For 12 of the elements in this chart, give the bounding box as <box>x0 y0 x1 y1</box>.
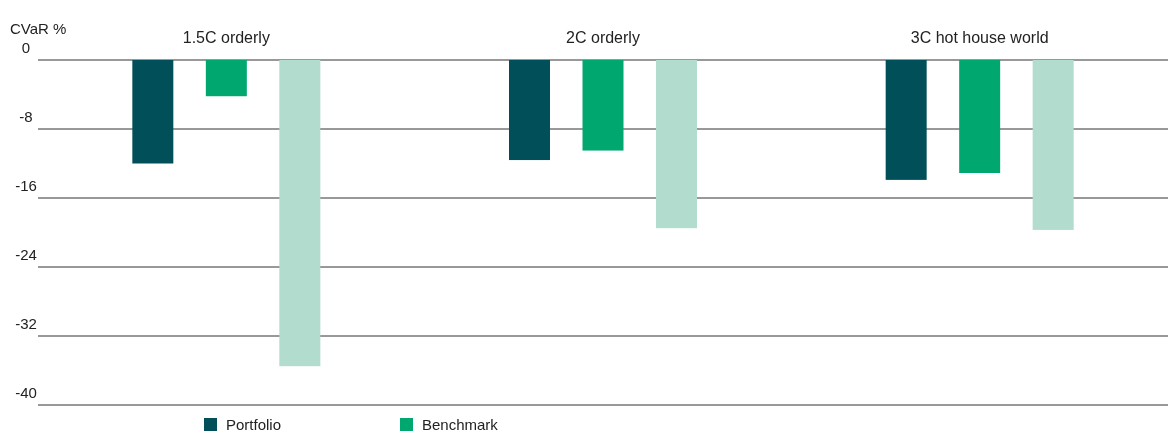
legend-label: Portfolio <box>226 416 282 433</box>
y-tick-label: -16 <box>15 177 37 194</box>
y-axis-title: CVaR % <box>10 20 67 37</box>
y-tick-label: 0 <box>21 39 31 56</box>
y-tick-label: -32 <box>15 315 37 332</box>
legend-label: Benchmark <box>422 416 499 433</box>
x-tick-label: 2C orderly <box>566 29 640 46</box>
x-tick-label: 3C hot house world <box>910 29 1049 46</box>
y-tick-label: -8 <box>19 108 33 125</box>
x-tick-label: 1.5C orderly <box>182 29 270 46</box>
y-tick-label: -24 <box>15 246 37 263</box>
y-tick-label: -40 <box>15 384 37 401</box>
